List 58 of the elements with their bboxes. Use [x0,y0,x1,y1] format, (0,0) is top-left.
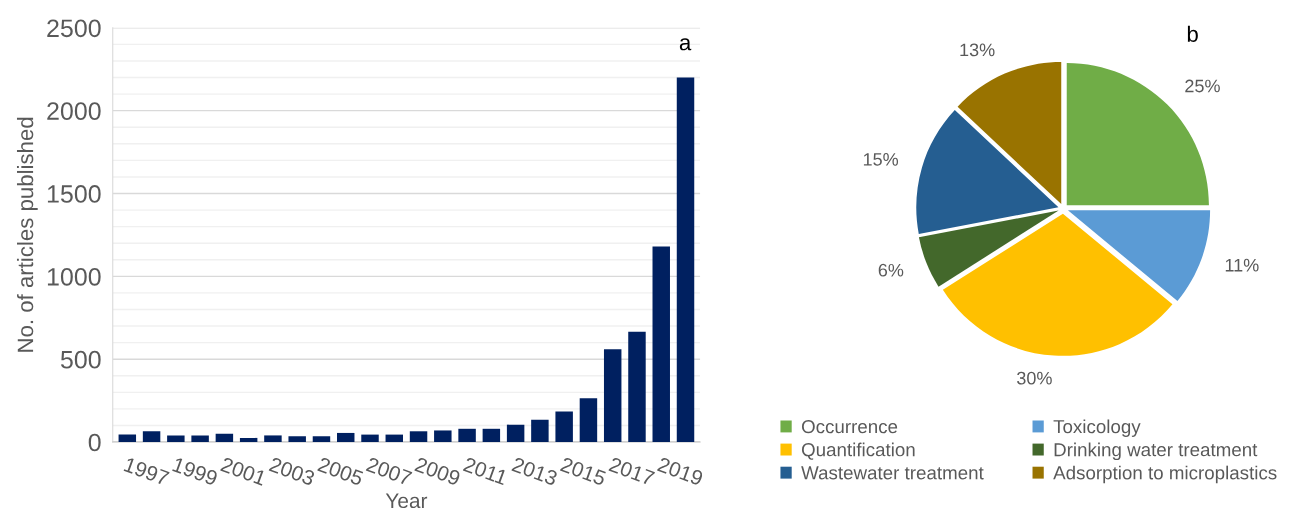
bar [458,428,476,443]
x-tick-label: 2003 [268,456,316,486]
bar [385,434,404,443]
x-tick-label: 2001 [220,456,267,486]
bar [239,437,258,443]
y-tick-label: 2500 [47,19,101,38]
y-tick-label: 1000 [47,267,101,286]
data-label: 15% [863,153,899,166]
bar [264,435,282,443]
legend-label: Occurrence [801,419,898,434]
data-label: 6% [878,263,904,277]
x-tick-label: 2017 [608,456,656,486]
bar [482,428,501,443]
text: b [1187,25,1198,43]
bar [555,411,573,443]
legend-label: Toxicology [1053,419,1141,437]
bar [215,433,234,443]
x-tick-label: 2015 [559,456,607,486]
bar [191,435,209,443]
bar [167,435,185,443]
legend-label: Drinking water treatment [1054,442,1258,461]
bar [312,436,331,443]
x-tick-label: 2019 [656,456,704,486]
x-tick-label: 2011 [462,456,509,486]
y-tick-label: 2000 [47,102,101,120]
data-label: 11% [1225,258,1259,272]
bar [434,430,452,443]
y-tick-label: 0 [88,433,101,452]
y-tick-label: 500 [60,350,101,369]
y-tick-label: 1500 [47,185,101,203]
bar [628,331,646,443]
bar [603,349,622,443]
bar [337,432,355,443]
data-label: 30% [1017,371,1052,385]
bar [409,431,428,443]
legend-label: Quantification [801,442,915,460]
data-label: 25% [1185,79,1220,93]
bar [506,424,525,443]
data-label: 13% [960,43,995,57]
annotation: a [679,38,692,51]
bar [118,434,137,443]
bar [142,431,161,443]
x-tick-label: 2013 [511,456,559,486]
y-axis-title: No. of articles published [16,117,38,352]
bar [579,398,598,443]
x-tick-label: 1997 [123,457,170,486]
bar [361,434,379,443]
x-tick-label: 2005 [317,456,365,486]
bar [676,77,695,443]
x-axis-title: Year [385,493,428,509]
legend-label: Adsorption to microplastics [1053,465,1277,484]
x-tick-label: 1999 [172,457,219,486]
x-tick-label: 2009 [414,456,461,486]
x-tick-label: 2007 [365,456,413,486]
bar [531,419,549,443]
legend-label: Wastewater treatment [801,466,984,480]
bar [652,246,670,443]
bar [288,436,306,443]
